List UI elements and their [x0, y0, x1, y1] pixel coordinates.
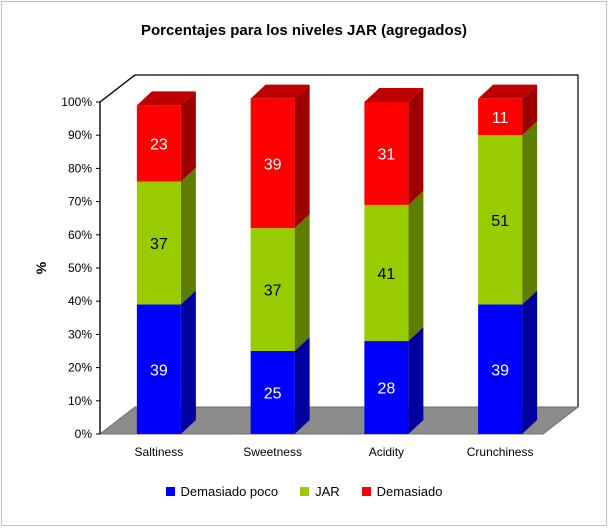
bar-acidity-demasiado-poco	[364, 341, 409, 434]
y-tick-label: 80%	[68, 161, 92, 175]
bar-acidity-demasiado-poco-label: 28	[377, 381, 395, 398]
y-tick-label: 20%	[68, 361, 92, 375]
legend-label-jar: JAR	[315, 484, 340, 499]
bar-sweetness-jar-label: 37	[264, 283, 282, 300]
bar-crunchiness-demasiado-label: 11	[492, 110, 509, 127]
bar-crunchiness-jar	[478, 135, 523, 305]
bar-crunchiness-jar-label: 51	[491, 213, 509, 230]
bar-sweetness-demasiado-poco-label: 25	[264, 386, 282, 403]
bar-sweetness-jar	[250, 228, 295, 351]
y-tick-label: 0%	[75, 427, 93, 441]
legend-swatch-demasiado-poco	[165, 487, 175, 496]
bar-saltiness-demasiado-side	[180, 91, 196, 182]
bar-acidity-demasiado	[364, 102, 409, 205]
bar-saltiness-jar-label: 37	[150, 236, 168, 253]
bar-sweetness-demasiado-poco	[250, 351, 295, 434]
bar-saltiness-demasiado-poco-label: 39	[150, 362, 168, 379]
y-axis-label: %	[33, 261, 49, 274]
bar-saltiness-demasiado-label: 23	[150, 137, 168, 154]
back-wall-edge	[99, 74, 136, 103]
bar-crunchiness-demasiado-poco	[478, 304, 523, 434]
bar-saltiness-jar-side	[180, 167, 196, 305]
legend-item-demasiado: Demasiado	[361, 484, 443, 499]
bar-acidity-jar-label: 41	[377, 266, 395, 283]
chart-legend: Demasiado poco JAR Demasiado	[0, 484, 608, 499]
bar-saltiness-demasiado-poco	[136, 304, 181, 434]
bar-sweetness-jar-side	[294, 214, 310, 351]
x-tick-label-acidity: Acidity	[369, 445, 404, 459]
bar-sweetness-demasiado-label: 39	[264, 156, 282, 173]
bar-saltiness-demasiado	[136, 105, 181, 182]
bar-crunchiness-demasiado-poco-side	[522, 290, 538, 434]
bar-acidity-demasiado-label: 31	[377, 146, 395, 163]
chart-plot: 0% 10% 20% 30% 40% 50% 60% 70% 80% 90% 100%% 39 37 23…	[33, 74, 580, 459]
bar-acidity-demasiado-top	[364, 88, 424, 102]
bar-acidity-demasiado-side	[408, 88, 424, 205]
bar-saltiness-jar	[136, 181, 181, 305]
bar-crunchiness-demasiado	[478, 98, 523, 136]
y-tick-label: 90%	[68, 128, 92, 142]
x-tick-label-crunchiness: Crunchiness	[467, 445, 534, 459]
y-tick-label: 50%	[68, 261, 92, 275]
legend-label-demasiado-poco: Demasiado poco	[180, 484, 279, 499]
bar-saltiness-demasiado-poco-side	[180, 290, 196, 434]
bar-crunchiness-demasiado-side	[522, 84, 538, 136]
legend-item-demasiado-poco: Demasiado poco	[165, 484, 279, 499]
y-tick-label: 10%	[68, 394, 92, 408]
bar-acidity-jar	[364, 204, 409, 342]
legend-label-demasiado: Demasiado	[376, 484, 443, 499]
chart-title: Porcentajes para los niveles JAR (agrega…	[141, 22, 467, 39]
y-tick-label: 30%	[68, 327, 92, 341]
bar-crunchiness-demasiado-top	[478, 84, 538, 99]
x-tick-label-saltiness: Saltiness	[135, 445, 184, 459]
bar-crunchiness-demasiado-poco-label: 39	[491, 362, 509, 379]
legend-swatch-jar	[300, 487, 310, 496]
y-tick-label: 60%	[68, 228, 92, 242]
y-tick-label: 70%	[68, 195, 92, 209]
bar-sweetness-demasiado-side	[294, 84, 310, 229]
x-tick-label-sweetness: Sweetness	[243, 445, 302, 459]
legend-item-jar: JAR	[300, 484, 340, 499]
bar-crunchiness-jar-side	[522, 121, 538, 305]
bar-acidity-jar-side	[408, 190, 424, 342]
bar-sweetness-demasiado	[250, 98, 295, 229]
legend-swatch-demasiado	[361, 487, 371, 496]
bar-sweetness-demasiado-poco-side	[294, 337, 310, 434]
y-tick-label: 40%	[68, 294, 92, 308]
y-tick-label: 100%	[61, 95, 92, 109]
bar-sweetness-demasiado-top	[250, 84, 310, 99]
bar-acidity-demasiado-poco-side	[408, 327, 424, 434]
bar-saltiness-demasiado-top	[136, 91, 196, 106]
